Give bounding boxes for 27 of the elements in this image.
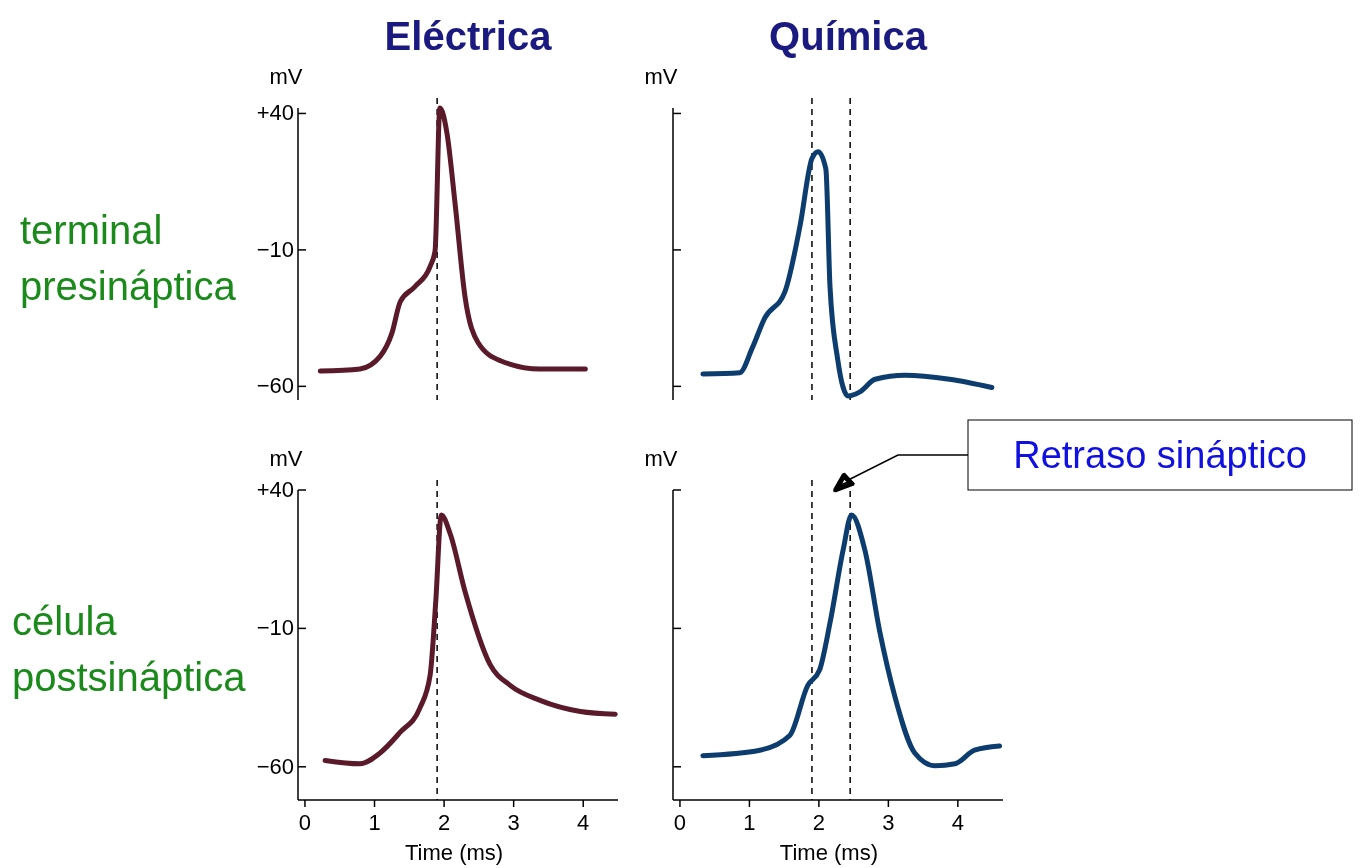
x-tick-label: 2 bbox=[812, 810, 826, 835]
x-tick-label: 4 bbox=[577, 810, 590, 835]
y-axis-title: mV bbox=[269, 64, 303, 89]
x-tick-label: 0 bbox=[298, 810, 312, 835]
text: célula postsináptica bbox=[12, 599, 247, 699]
y-tick-label: −10 bbox=[256, 615, 294, 641]
y-tick-label: −10 bbox=[256, 236, 294, 262]
y-tick-label: +40 bbox=[256, 100, 294, 126]
chart-title: Eléctrica bbox=[384, 14, 553, 58]
x-tick-label: 0 bbox=[673, 810, 687, 835]
x-tick-label: 2 bbox=[437, 810, 451, 835]
y-tick-label: +40 bbox=[256, 477, 294, 502]
text: terminal presináptica bbox=[20, 208, 237, 308]
x-tick-label: 3 bbox=[882, 810, 895, 835]
x-axis-title: Time (ms) bbox=[405, 840, 504, 865]
chart-title: Química bbox=[769, 14, 928, 58]
x-tick-label: 1 bbox=[743, 810, 756, 835]
x-tick-label: 4 bbox=[951, 810, 964, 835]
y-axis-title: mV bbox=[269, 446, 303, 471]
y-axis-title: mV bbox=[644, 64, 678, 89]
text: Retraso sináptico bbox=[1013, 434, 1307, 476]
x-tick-label: 1 bbox=[368, 810, 381, 835]
y-tick-label: −60 bbox=[256, 373, 294, 399]
x-axis-title: Time (ms) bbox=[779, 840, 878, 865]
y-axis-title: mV bbox=[644, 446, 678, 471]
x-tick-label: 3 bbox=[507, 810, 520, 835]
y-tick-label: −60 bbox=[256, 753, 294, 779]
